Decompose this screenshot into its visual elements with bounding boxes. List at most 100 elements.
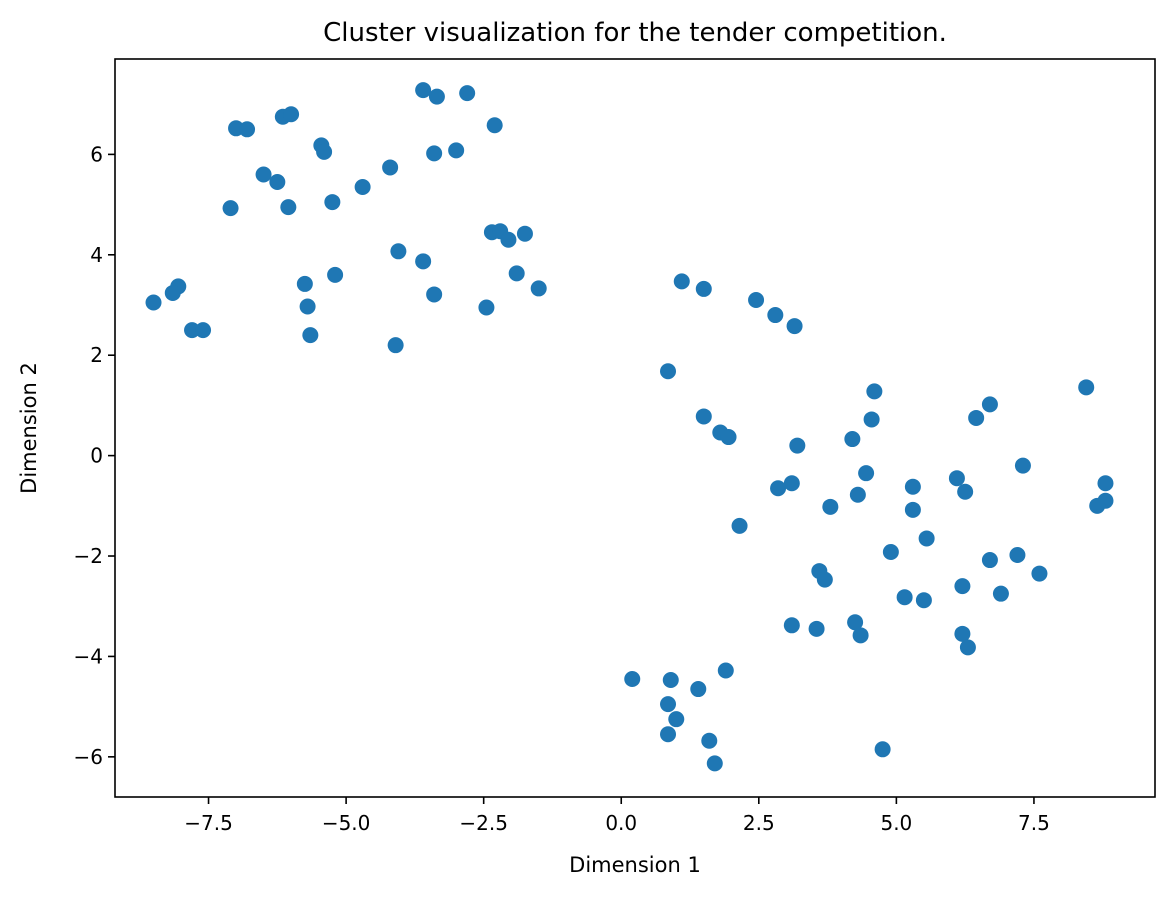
- chart-title: Cluster visualization for the tender com…: [323, 18, 947, 48]
- scatter-point: [387, 337, 404, 354]
- y-tick-label: 6: [90, 142, 103, 166]
- scatter-point: [866, 383, 883, 400]
- scatter-point: [948, 470, 965, 487]
- scatter-point: [478, 299, 495, 316]
- scatter-point: [748, 291, 765, 308]
- scatter-point: [448, 142, 465, 159]
- scatter-point: [1014, 457, 1031, 474]
- scatter-point: [508, 265, 525, 282]
- scatter-point: [1078, 379, 1095, 396]
- scatter-point: [662, 672, 679, 689]
- scatter-point: [426, 286, 443, 303]
- y-axis-label: Dimension 2: [17, 362, 41, 494]
- scatter-point: [1097, 475, 1114, 492]
- scatter-point: [852, 627, 869, 644]
- scatter-point: [668, 711, 685, 728]
- scatter-point: [959, 639, 976, 656]
- scatter-point: [382, 159, 399, 176]
- scatter-point: [690, 681, 707, 698]
- scatter-point: [1031, 565, 1048, 582]
- scatter-point: [915, 592, 932, 609]
- scatter-point: [1009, 547, 1026, 564]
- scatter-point: [624, 671, 641, 688]
- x-tick-label: 0.0: [605, 811, 637, 835]
- scatter-point: [786, 318, 803, 335]
- scatter-point: [530, 280, 547, 297]
- scatter-point: [426, 145, 443, 162]
- y-tick-label: 4: [90, 243, 103, 267]
- scatter-point: [992, 585, 1009, 602]
- x-tick-label: 7.5: [1018, 811, 1050, 835]
- scatter-point: [822, 498, 839, 515]
- x-tick-label: 5.0: [880, 811, 912, 835]
- x-tick-label: −2.5: [459, 811, 508, 835]
- scatter-point: [486, 117, 503, 134]
- scatter-point: [145, 294, 162, 311]
- plot-frame: [114, 58, 1156, 798]
- scatter-point: [954, 625, 971, 642]
- y-tick-label: −4: [74, 644, 103, 668]
- scatter-point: [500, 231, 517, 248]
- y-tick-label: 0: [90, 444, 103, 468]
- scatter-point: [731, 517, 748, 534]
- scatter-point: [354, 179, 371, 196]
- scatter-point: [1089, 497, 1106, 514]
- scatter-point: [302, 327, 319, 344]
- y-tick-label: −6: [74, 745, 103, 769]
- scatter-point: [324, 194, 341, 211]
- scatter-point: [896, 589, 913, 606]
- scatter-point: [239, 121, 256, 138]
- scatter-point: [195, 322, 212, 339]
- scatter-point: [296, 275, 313, 292]
- scatter-point: [695, 280, 712, 297]
- scatter-point: [706, 755, 723, 772]
- scatter-point: [808, 620, 825, 637]
- scatter-point: [957, 483, 974, 500]
- scatter-point: [222, 200, 239, 217]
- scatter-point: [316, 143, 333, 160]
- scatter-point: [269, 174, 286, 190]
- scatter-point: [516, 225, 533, 242]
- scatter-point: [184, 322, 201, 339]
- scatter-point: [874, 741, 891, 758]
- scatter-point: [981, 396, 998, 413]
- scatter-point: [904, 501, 921, 518]
- scatter-point: [673, 273, 690, 290]
- scatter-point: [954, 578, 971, 595]
- scatter-point: [816, 571, 833, 588]
- y-tick-label: 2: [90, 343, 103, 367]
- scatter-point: [968, 409, 985, 426]
- scatter-point: [770, 480, 787, 497]
- scatter-point: [660, 696, 677, 713]
- x-tick-label: −5.0: [322, 811, 371, 835]
- scatter-point: [660, 363, 677, 380]
- scatter-point: [918, 530, 935, 547]
- scatter-point: [783, 617, 800, 634]
- scatter-point: [981, 552, 998, 569]
- x-tick-label: 2.5: [743, 811, 775, 835]
- scatter-point: [717, 662, 734, 679]
- scatter-point: [720, 429, 737, 446]
- scatter-point: [847, 614, 864, 631]
- scatter-point: [904, 478, 921, 495]
- scatter-point: [428, 88, 445, 105]
- scatter-point: [660, 726, 677, 743]
- scatter-point: [767, 307, 784, 324]
- scatter-point: [882, 544, 899, 561]
- scatter-point: [863, 411, 880, 428]
- scatter-point: [789, 437, 806, 454]
- scatter-point: [844, 431, 861, 448]
- scatter-point: [695, 408, 712, 425]
- points-layer: [145, 82, 1114, 772]
- x-tick-label: −7.5: [184, 811, 233, 835]
- scatter-point: [415, 82, 432, 99]
- scatter-point: [849, 486, 866, 503]
- scatter-point: [283, 106, 300, 123]
- scatter-point: [390, 243, 407, 260]
- scatter-point: [255, 166, 272, 183]
- y-tick-label: −2: [74, 544, 103, 568]
- ticks-layer: −7.5 −5.0 −2.5 0.0 2.5 5.0 7.5 −6 −4 −2 0 2 4 6: [74, 142, 1050, 835]
